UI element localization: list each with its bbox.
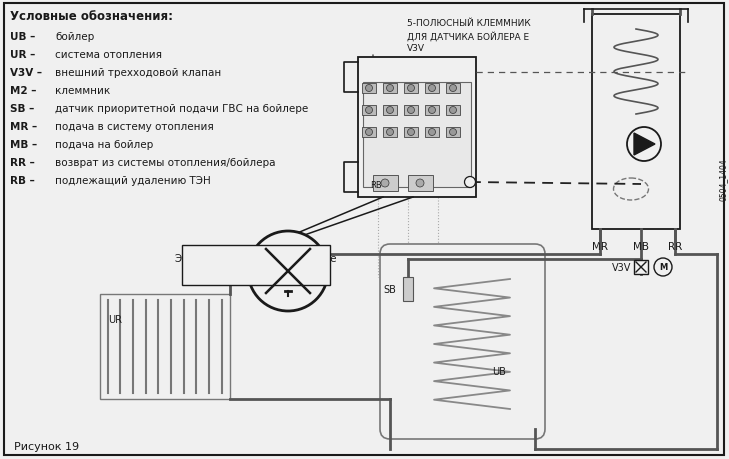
Circle shape (386, 85, 394, 92)
Text: 0504_1404: 0504_1404 (719, 158, 728, 201)
Text: бойлер: бойлер (55, 32, 94, 42)
Bar (373, 176, 398, 191)
Bar (362, 106, 376, 116)
Text: RR –: RR – (10, 157, 35, 168)
Circle shape (429, 85, 435, 92)
Bar (446, 128, 460, 138)
Bar (383, 84, 397, 94)
Text: подача на бойлер: подача на бойлер (55, 140, 153, 150)
Bar (446, 106, 460, 116)
Bar (383, 106, 397, 116)
Bar (404, 84, 418, 94)
Text: система отопления: система отопления (55, 50, 162, 60)
Text: Рисунок 19: Рисунок 19 (14, 441, 79, 451)
Bar (404, 128, 418, 138)
Bar (592, 15, 680, 229)
Polygon shape (634, 134, 655, 156)
Text: подача в систему отопления: подача в систему отопления (55, 122, 214, 132)
Text: UB: UB (492, 366, 506, 376)
Text: подлежащий удалению ТЭН: подлежащий удалению ТЭН (55, 176, 211, 185)
Circle shape (450, 107, 456, 114)
Text: клеммник: клеммник (55, 86, 110, 96)
Bar (362, 84, 376, 94)
Text: RB: RB (370, 180, 382, 190)
Bar (446, 84, 460, 94)
Text: RR: RR (668, 241, 682, 252)
Circle shape (429, 107, 435, 114)
Bar (408, 176, 433, 191)
Text: M: M (659, 263, 667, 272)
Circle shape (248, 231, 328, 311)
Circle shape (408, 85, 415, 92)
Text: SB: SB (383, 285, 396, 294)
Text: Условные обозначения:: Условные обозначения: (10, 10, 173, 23)
Bar (100, 294, 230, 399)
Text: Электрическое подключение
V3V: Электрическое подключение V3V (175, 253, 337, 277)
Bar (383, 128, 397, 138)
Text: SB –: SB – (10, 104, 34, 114)
Text: MR: MR (592, 241, 608, 252)
Circle shape (365, 85, 373, 92)
Text: внешний трехходовой клапан: внешний трехходовой клапан (55, 68, 221, 78)
Circle shape (654, 258, 672, 276)
Bar (182, 246, 330, 285)
Circle shape (408, 129, 415, 136)
Circle shape (381, 179, 389, 188)
Circle shape (450, 85, 456, 92)
Text: RB –: RB – (10, 176, 35, 185)
Circle shape (450, 129, 456, 136)
Ellipse shape (614, 179, 649, 201)
Text: UR –: UR – (10, 50, 35, 60)
Text: MB –: MB – (10, 140, 37, 150)
Bar (425, 106, 439, 116)
Text: датчик приоритетной подачи ГВС на бойлере: датчик приоритетной подачи ГВС на бойлер… (55, 104, 308, 114)
Bar (425, 128, 439, 138)
Text: V3V –: V3V – (10, 68, 42, 78)
Bar (362, 128, 376, 138)
Circle shape (365, 107, 373, 114)
Circle shape (464, 177, 475, 188)
Text: возврат из системы отопления/бойлера: возврат из системы отопления/бойлера (55, 157, 276, 168)
Text: V3V: V3V (612, 263, 631, 272)
Bar (634, 260, 648, 274)
Circle shape (386, 129, 394, 136)
Bar (403, 277, 413, 302)
Text: UR: UR (108, 314, 122, 325)
Text: UB –: UB – (10, 32, 35, 42)
Bar (363, 83, 471, 188)
Text: MB: MB (633, 241, 649, 252)
Text: 5-ПОЛЮСНЫЙ КЛЕММНИК
ДЛЯ ДАТЧИКА БОЙЛЕРА Е
V3V: 5-ПОЛЮСНЫЙ КЛЕММНИК ДЛЯ ДАТЧИКА БОЙЛЕРА … (407, 19, 531, 53)
Circle shape (416, 179, 424, 188)
Bar (358, 58, 476, 197)
Bar (404, 106, 418, 116)
Text: M2 –: M2 – (10, 86, 36, 96)
FancyBboxPatch shape (380, 245, 545, 439)
Circle shape (365, 129, 373, 136)
Text: MR –: MR – (10, 122, 37, 132)
Circle shape (429, 129, 435, 136)
Circle shape (386, 107, 394, 114)
Circle shape (408, 107, 415, 114)
Bar (425, 84, 439, 94)
Circle shape (627, 128, 661, 162)
